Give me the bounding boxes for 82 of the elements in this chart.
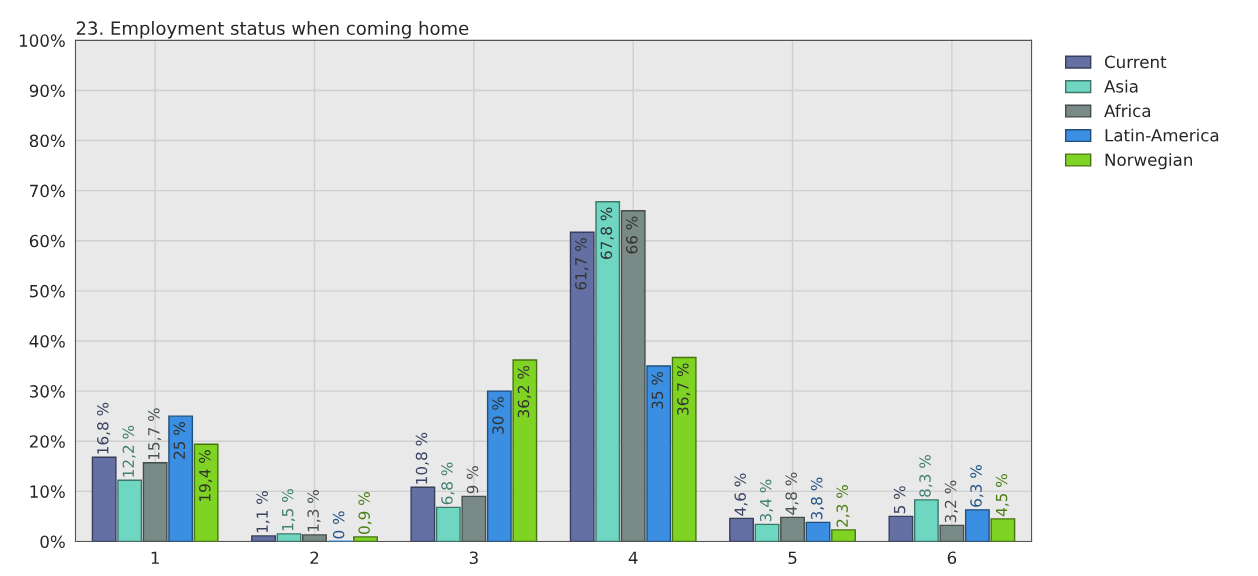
chart-title: 23. Employment status when coming home <box>76 21 469 39</box>
data-label: 0,9 % <box>358 492 372 534</box>
x-tick-label: 2 <box>310 551 319 564</box>
data-label: 1,5 % <box>281 489 295 531</box>
bar <box>754 523 780 542</box>
bar <box>569 231 595 542</box>
bar <box>302 534 327 542</box>
bar <box>831 529 856 542</box>
y-tick-label: 30% <box>29 385 65 398</box>
bar <box>142 462 168 542</box>
y-tick-label: 50% <box>30 284 65 298</box>
legend-label: Latin-America <box>1105 128 1219 142</box>
y-tick-label: 80% <box>29 134 65 148</box>
data-label: 0 % <box>332 511 345 539</box>
x-tick-label: 6 <box>947 551 957 565</box>
legend-label: Asia <box>1104 79 1138 93</box>
data-label: 25 % <box>173 422 186 459</box>
data-label: 19,4 % <box>199 450 213 501</box>
data-label: 30 % <box>492 396 504 434</box>
bar <box>780 516 805 542</box>
bar <box>353 536 378 542</box>
data-label: 3,8 % <box>810 477 825 520</box>
data-label: 8,3 % <box>919 455 933 497</box>
data-label: 4,8 % <box>785 472 799 515</box>
y-tick-label: 60% <box>29 234 65 248</box>
bar <box>620 210 646 542</box>
legend-label: Current <box>1104 55 1167 69</box>
legend-label: Norwegian <box>1105 153 1192 170</box>
data-label: 3,4 % <box>759 479 774 522</box>
data-label: 4,5 % <box>995 474 1009 517</box>
bar <box>168 415 194 542</box>
x-tick-label: 1 <box>151 551 159 564</box>
legend-label: Africa <box>1104 104 1151 118</box>
bar <box>117 479 143 542</box>
y-tick-label: 20% <box>29 435 65 448</box>
data-label: 66 % <box>626 216 638 254</box>
data-label: 2,3 % <box>836 485 850 527</box>
x-tick-label: 5 <box>788 551 797 565</box>
bar <box>939 524 965 542</box>
x-tick-label: 3 <box>469 551 478 565</box>
bar <box>646 365 672 542</box>
data-label: 12,2 % <box>122 425 136 477</box>
bar <box>461 495 487 542</box>
data-label: 36,2 % <box>517 365 531 418</box>
data-label: 1,3 % <box>307 490 321 532</box>
bar <box>410 486 436 542</box>
bar <box>913 499 939 542</box>
bar <box>805 521 831 542</box>
data-label: 67,8 % <box>600 207 614 260</box>
bar <box>251 535 276 542</box>
data-label: 10,8 % <box>415 432 429 484</box>
bar <box>964 509 990 542</box>
bar <box>276 533 302 542</box>
y-tick-label: 70% <box>30 184 65 198</box>
data-label: 6,3 % <box>970 465 984 507</box>
bar <box>595 200 621 542</box>
data-label: 9 % <box>466 466 479 494</box>
y-tick-label: 100% <box>19 34 65 47</box>
data-label: 35 % <box>651 371 664 409</box>
data-label: 15,7 % <box>148 408 162 460</box>
bar <box>990 518 1016 542</box>
data-label: 5 % <box>893 486 906 514</box>
data-label: 61,7 % <box>575 238 589 290</box>
bar <box>888 515 914 542</box>
data-label: 3,2 % <box>944 480 958 523</box>
bar <box>729 517 754 542</box>
data-label: 16,8 % <box>97 402 111 454</box>
bar <box>91 456 117 542</box>
data-label: 4,6 % <box>734 473 748 516</box>
bar <box>193 443 219 542</box>
bar <box>435 506 461 542</box>
y-tick-label: 0% <box>40 535 65 549</box>
bar <box>512 359 538 542</box>
data-label: 36,7 % <box>677 363 691 415</box>
x-tick-label: 4 <box>628 551 638 564</box>
data-label: 6,8 % <box>441 462 455 505</box>
bar <box>671 356 697 542</box>
y-tick-label: 90% <box>29 84 65 97</box>
y-tick-label: 40% <box>29 334 65 348</box>
bar <box>486 390 512 542</box>
y-tick-label: 10% <box>30 485 65 498</box>
data-label: 1,1 % <box>256 491 270 533</box>
